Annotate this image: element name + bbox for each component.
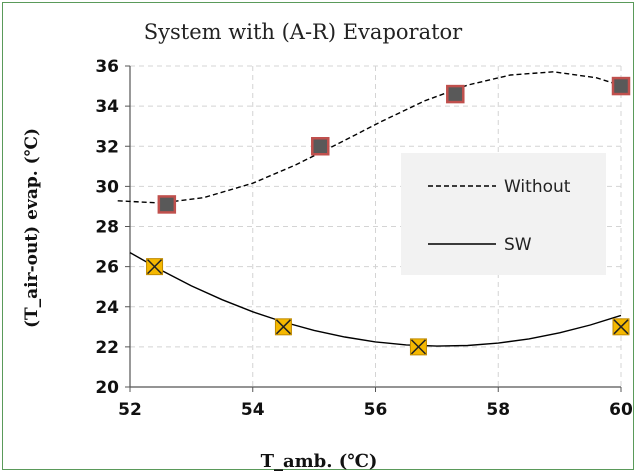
y-tick-label: 30 bbox=[95, 177, 119, 197]
chart-container: 52 54 56 58 60 20 22 24 26 28 30 32 34 36 Without SW S… bbox=[2, 2, 634, 472]
x-axis-title: T_amb. (℃) bbox=[261, 451, 378, 471]
y-tick-label: 20 bbox=[95, 378, 119, 398]
y-tick-label: 24 bbox=[95, 298, 119, 318]
y-axis-title: (T_air-out) evap. (℃) bbox=[22, 128, 42, 328]
data-point-without bbox=[157, 195, 177, 214]
x-tick-label: 54 bbox=[241, 400, 265, 420]
y-tick-label: 32 bbox=[95, 137, 119, 157]
data-point-without bbox=[446, 84, 465, 104]
chart-title: System with (A-R) Evaporator bbox=[144, 20, 463, 44]
x-tick-label: 56 bbox=[364, 400, 388, 420]
data-point-sw bbox=[612, 318, 630, 336]
x-mark bbox=[275, 319, 291, 335]
square-marker bbox=[311, 137, 330, 156]
data-point-sw bbox=[274, 318, 292, 336]
data-point-sw bbox=[409, 338, 427, 356]
data-point-sw bbox=[146, 258, 164, 276]
chart-svg: 52 54 56 58 60 20 22 24 26 28 30 32 34 36 Without SW S… bbox=[22, 20, 633, 472]
square-marker bbox=[611, 76, 631, 96]
data-point-without bbox=[611, 76, 631, 96]
x-mark bbox=[613, 319, 629, 335]
legend-box bbox=[401, 153, 606, 275]
trendline-sw bbox=[129, 251, 622, 347]
x-tick-label: 58 bbox=[486, 400, 510, 420]
y-tick-label: 36 bbox=[95, 57, 119, 77]
y-tick-label: 28 bbox=[95, 218, 119, 238]
y-tick-label: 22 bbox=[95, 338, 119, 358]
y-tick-label: 34 bbox=[95, 97, 119, 117]
y-tick-label: 26 bbox=[95, 258, 119, 278]
x-tick-label: 52 bbox=[118, 400, 142, 420]
square-marker bbox=[157, 195, 177, 214]
legend-label-without: Without bbox=[504, 177, 571, 197]
square-marker bbox=[446, 84, 465, 104]
trendline-without bbox=[117, 71, 622, 204]
x-mark bbox=[147, 259, 163, 275]
legend-label-sw: SW bbox=[504, 235, 532, 255]
x-mark bbox=[410, 339, 426, 355]
data-point-without bbox=[311, 137, 330, 156]
x-tick-label: 60 bbox=[609, 400, 633, 420]
